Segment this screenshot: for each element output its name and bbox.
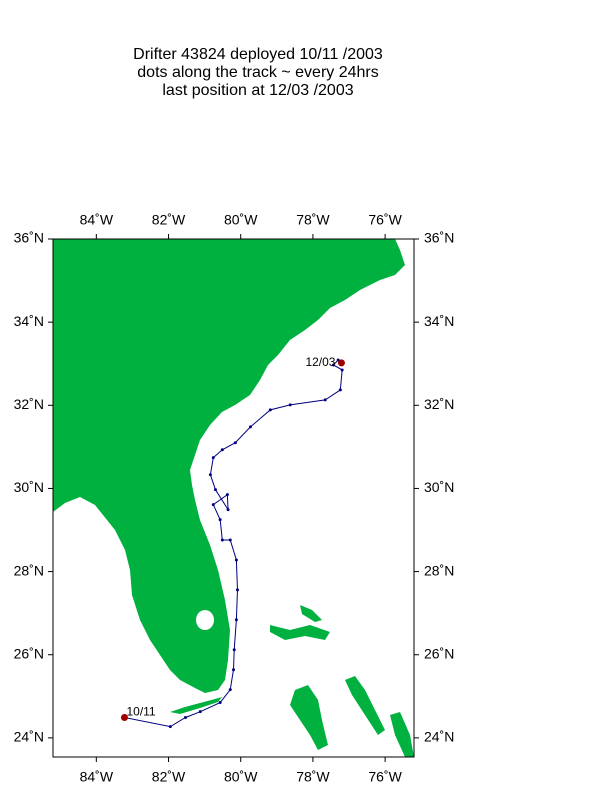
y-tick-label: 32˚N (424, 396, 454, 412)
y-tick-label: 28˚N (14, 562, 44, 578)
keys (170, 697, 222, 714)
track-dot (338, 388, 342, 392)
lake (196, 610, 214, 630)
track-dot (233, 441, 237, 445)
y-tick-label: 34˚N (14, 313, 44, 329)
island (390, 712, 414, 757)
x-tick-label: 80˚W (224, 212, 258, 228)
track-dot (323, 398, 327, 402)
island (290, 685, 328, 750)
y-tick-label: 24˚N (14, 729, 44, 745)
y-tick-label: 30˚N (14, 479, 44, 495)
track-dot (198, 710, 202, 714)
track-dot (225, 493, 229, 497)
x-tick-label: 82˚W (152, 212, 186, 228)
track-dot (331, 363, 335, 367)
land (53, 239, 414, 757)
y-tick-label: 36˚N (424, 230, 454, 246)
title-line: last position at 12/03 /2003 (162, 82, 353, 99)
map-frame (52, 238, 415, 758)
x-tick-label: 76˚W (368, 212, 402, 228)
track-dot (228, 688, 232, 692)
y-tick-label: 24˚N (424, 729, 454, 745)
title-line: dots along the track ~ every 24hrs (137, 64, 378, 81)
track-dot (211, 503, 215, 507)
track-dot (232, 648, 236, 652)
x-tick-label: 84˚W (80, 769, 114, 785)
track-dot (268, 408, 272, 412)
track-dot (168, 725, 172, 729)
start-marker (120, 714, 128, 722)
track-dot (232, 668, 235, 672)
track-dot (234, 618, 238, 622)
track-dot (218, 701, 222, 705)
y-tick-label: 26˚N (14, 645, 44, 661)
track-dot (234, 558, 238, 562)
island (300, 605, 322, 622)
track-dot (235, 588, 239, 592)
y-tick-label: 26˚N (424, 645, 454, 661)
track-dot (213, 488, 217, 492)
island (345, 676, 385, 735)
y-tick-label: 36˚N (14, 230, 44, 246)
x-tick-label: 78˚W (296, 212, 330, 228)
track-dot (183, 716, 187, 720)
x-tick-label: 78˚W (296, 769, 330, 785)
end-label: 12/03 (305, 355, 335, 369)
track-dot (220, 448, 224, 452)
x-tick-label: 80˚W (224, 769, 258, 785)
x-tick-label: 76˚W (368, 769, 402, 785)
mainland (53, 239, 405, 693)
x-tick-label: 82˚W (152, 769, 186, 785)
track-dot (288, 403, 292, 407)
title: Drifter 43824 deployed 10/11 /2003 dots … (133, 46, 383, 99)
x-tick-label: 84˚W (80, 212, 114, 228)
end-marker (337, 359, 345, 367)
track-dot (220, 538, 224, 542)
title-line: Drifter 43824 deployed 10/11 /2003 (133, 46, 383, 63)
y-tick-label: 32˚N (14, 396, 44, 412)
track-dot (218, 518, 222, 522)
track-dot (208, 473, 212, 477)
island (270, 625, 330, 640)
track-dot (340, 368, 344, 372)
track-dot (211, 456, 215, 460)
y-tick-label: 28˚N (424, 562, 454, 578)
track-dot (228, 538, 232, 542)
plot: 84˚W 84˚W 82˚W 82˚W 80˚W 80˚W 78˚W 78˚W 76˚W 76˚W… (14, 212, 455, 785)
y-tick-label: 34˚N (424, 313, 454, 329)
track-dot (226, 508, 230, 512)
y-tick-label: 30˚N (424, 479, 454, 495)
track-dot (248, 425, 252, 429)
start-label: 10/11 (126, 705, 155, 719)
